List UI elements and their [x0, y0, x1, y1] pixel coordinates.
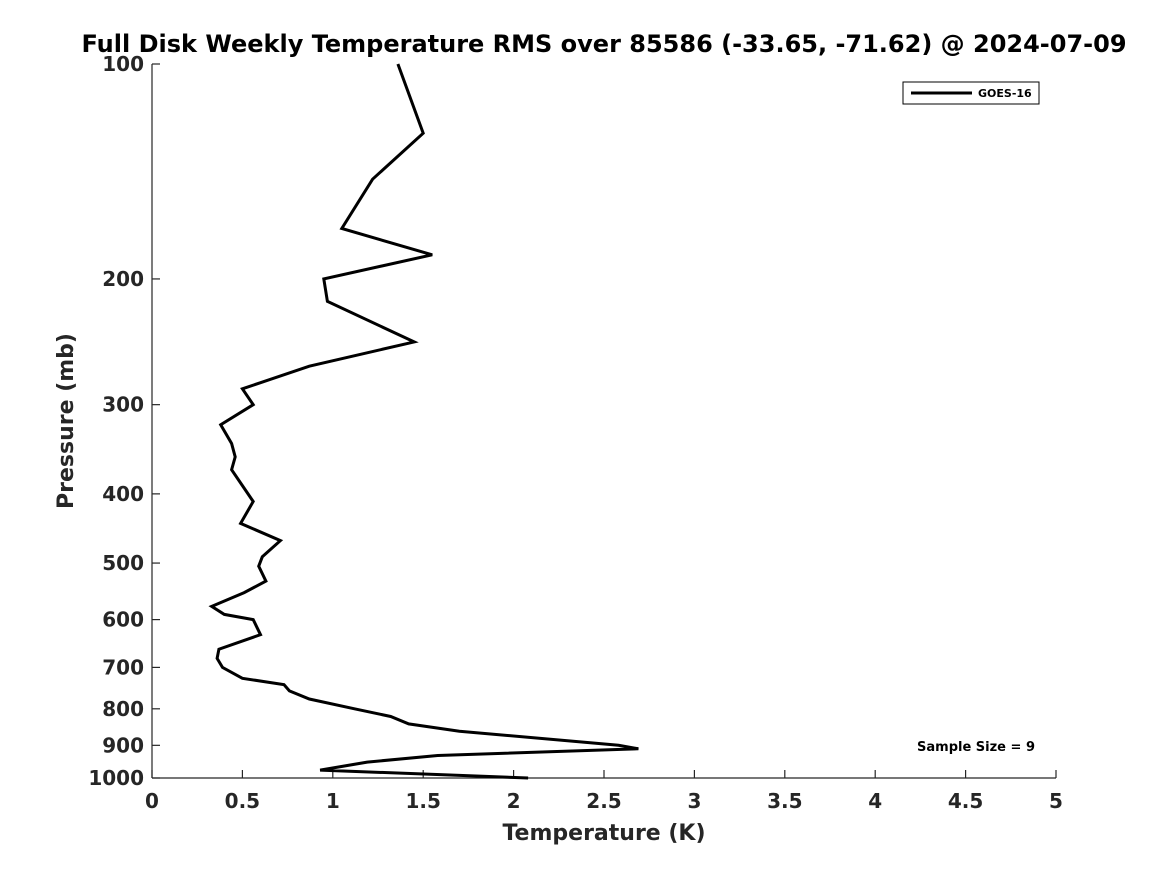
y-tick-label: 900	[102, 733, 144, 757]
x-tick-label: 0.5	[225, 789, 260, 813]
x-tick-label: 5	[1049, 789, 1063, 813]
x-ticks: 0 0.5 1 1.5 2 2.5 3 3.5 4 4.5 5	[145, 770, 1063, 813]
x-tick-label: 1.5	[405, 789, 440, 813]
x-tick-label: 3	[687, 789, 701, 813]
y-ticks: 100 200 300 400 500 600 700 800 900 1000	[88, 52, 160, 790]
y-tick-label: 100	[102, 52, 144, 76]
sample-size-annotation: Sample Size = 9	[917, 740, 1035, 755]
legend-label-goes-16: GOES-16	[978, 87, 1032, 100]
legend: GOES-16	[902, 81, 1040, 105]
y-tick-label: 300	[102, 393, 144, 417]
x-tick-label: 4.5	[948, 789, 983, 813]
y-tick-label: 600	[102, 608, 144, 632]
series-line-goes-16	[208, 63, 639, 780]
series-layer	[208, 63, 639, 780]
y-tick-label: 500	[102, 551, 144, 575]
x-tick-label: 2.5	[586, 789, 621, 813]
x-tick-label: 2	[507, 789, 521, 813]
x-tick-label: 4	[868, 789, 882, 813]
x-tick-label: 1	[326, 789, 340, 813]
y-tick-label: 1000	[88, 766, 144, 790]
y-tick-label: 400	[102, 482, 144, 506]
chart-title: Full Disk Weekly Temperature RMS over 85…	[81, 30, 1126, 58]
y-axis-label: Pressure (mb)	[54, 333, 79, 509]
x-tick-label: 3.5	[767, 789, 802, 813]
y-tick-label: 200	[102, 267, 144, 291]
x-axis-label: Temperature (K)	[502, 821, 705, 846]
axes: 0 0.5 1 1.5 2 2.5 3 3.5 4 4.5 5 100 200 300 400 500 600…	[88, 52, 1063, 813]
y-tick-label: 700	[102, 655, 144, 679]
x-tick-label: 0	[145, 789, 159, 813]
y-tick-label: 800	[102, 697, 144, 721]
